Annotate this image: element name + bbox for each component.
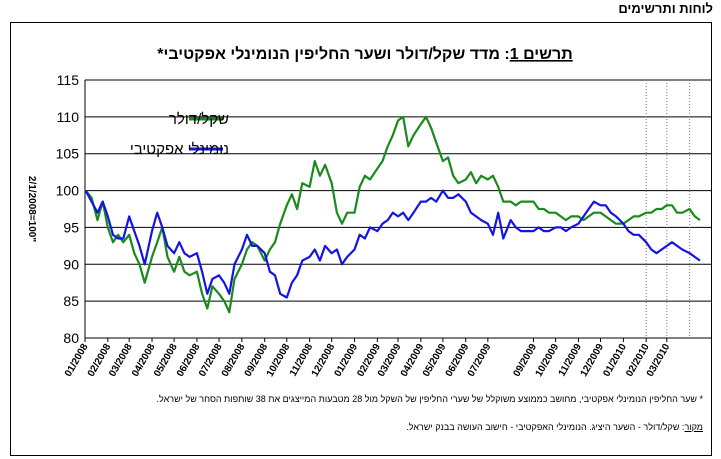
y-tick-label: 105 bbox=[56, 146, 80, 162]
y-tick-label: 90 bbox=[63, 256, 79, 272]
series-line-ils-usd bbox=[84, 115, 701, 314]
y-tick-label: 95 bbox=[63, 219, 79, 235]
chart-title-rest: : מדד שקל/דולר ושער החליפין הנומינלי אפק… bbox=[157, 45, 509, 63]
source-text: : שקל/דולר - השער היציג. הנומינלי האפקטי… bbox=[406, 422, 685, 432]
y-tick-label: 115 bbox=[57, 72, 80, 88]
y-tick-label: 110 bbox=[57, 109, 80, 125]
series-line-nominal-effective bbox=[84, 189, 701, 299]
chart-title: תרשים 1: מדד שקל/דולר ושער החליפין הנומי… bbox=[157, 45, 572, 63]
chart: תרשים 1: מדד שקל/דולר ושער החליפין הנומי… bbox=[26, 45, 711, 379]
figure-frame: תרשים 1: מדד שקל/דולר ושער החליפין הנומי… bbox=[10, 22, 712, 456]
legend-label-nominal-effective: נומינלי אפקטיבי bbox=[130, 141, 229, 158]
y-tick-label: 85 bbox=[63, 293, 79, 309]
source-prefix: מקור bbox=[684, 422, 703, 432]
source-note: מקור: שקל/דולר - השער היציג. הנומינלי הא… bbox=[48, 421, 703, 434]
section-header: לוחות ותרשימים bbox=[618, 1, 713, 16]
y-axis-label: 2/1/2008=100" bbox=[26, 176, 37, 242]
chart-title-prefix: תרשים 1 bbox=[510, 46, 573, 63]
legend-label-ils-usd: שקל/דולר bbox=[169, 111, 229, 128]
footnote: * שער החליפין הנומינלי אפקטיבי, מחושב כמ… bbox=[156, 394, 703, 404]
y-tick-label: 100 bbox=[56, 183, 80, 199]
y-tick-label: 80 bbox=[63, 330, 79, 346]
